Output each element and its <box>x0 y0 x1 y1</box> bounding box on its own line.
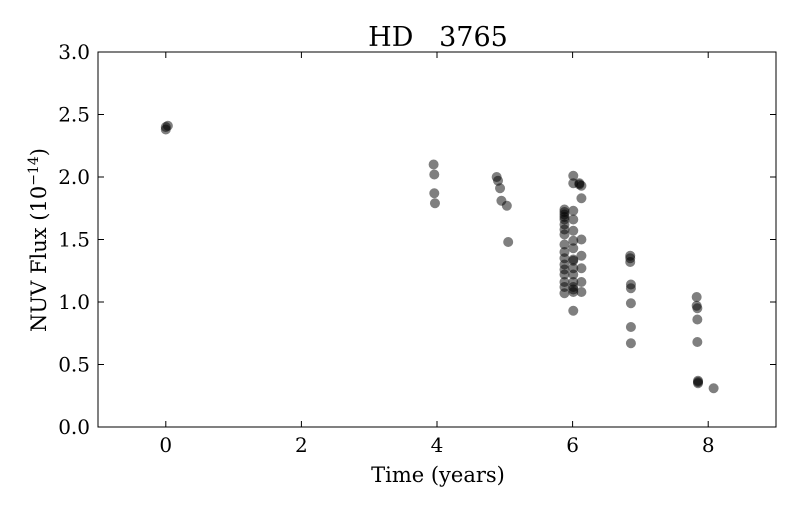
data-point <box>559 288 570 299</box>
data-point <box>693 377 704 387</box>
data-point <box>568 225 579 236</box>
data-point <box>576 250 587 261</box>
data-point <box>503 237 514 247</box>
y-tick-label: 2.5 <box>58 103 90 127</box>
y-tick-label: 2.0 <box>58 165 90 189</box>
y-axis-label: NUV Flux (10−14) <box>26 148 51 332</box>
data-point <box>559 269 570 280</box>
data-point <box>576 263 587 274</box>
data-point <box>576 287 587 297</box>
data-point <box>625 257 636 267</box>
data-point <box>708 383 719 394</box>
y-axis-label-main: NUV Flux (10 <box>27 186 51 332</box>
data-point <box>429 169 440 180</box>
x-tick-label: 6 <box>566 433 579 457</box>
data-point <box>568 269 579 280</box>
y-axis-label-exponent: −14 <box>26 156 42 186</box>
y-axis-label-close: ) <box>27 148 51 156</box>
data-point <box>625 298 636 309</box>
data-point <box>568 284 579 295</box>
x-tick-label: 0 <box>159 433 172 457</box>
data-point <box>625 283 636 294</box>
data-point <box>495 183 506 194</box>
data-point <box>568 235 579 246</box>
y-tick-label: 1.0 <box>58 290 90 314</box>
x-axis-label: Time (years) <box>371 463 505 487</box>
data-point <box>568 255 579 266</box>
data-point <box>568 205 579 216</box>
data-point <box>576 180 587 191</box>
data-point <box>692 314 703 325</box>
data-point <box>692 337 703 347</box>
x-tick-label: 8 <box>702 433 715 457</box>
data-point <box>429 188 440 199</box>
data-point <box>559 239 570 250</box>
data-point <box>568 170 579 181</box>
data-point <box>501 200 512 211</box>
x-tick-label: 2 <box>295 433 308 457</box>
data-point <box>568 214 579 225</box>
data-point <box>576 193 587 204</box>
y-axis: 0.0 0.5 1.0 1.5 2.0 2.5 3.0 <box>58 40 776 439</box>
data-point <box>429 198 440 209</box>
data-point <box>568 305 579 316</box>
data-point <box>576 277 587 287</box>
x-axis: 0 2 4 6 8 <box>159 52 715 457</box>
data-point <box>625 338 636 349</box>
x-tick-label: 4 <box>431 433 444 457</box>
data-point <box>428 159 439 170</box>
y-tick-label: 3.0 <box>58 40 90 64</box>
data-point <box>160 122 171 132</box>
data-point <box>691 292 702 302</box>
y-tick-label: 0.5 <box>58 353 90 377</box>
y-tick-label: 0.0 <box>58 415 90 439</box>
data-point <box>559 229 570 240</box>
y-tick-label: 1.5 <box>58 228 90 252</box>
chart-title: HD 3765 <box>368 22 508 53</box>
data-point <box>568 243 579 254</box>
data-point <box>692 303 703 314</box>
data-point <box>625 322 636 332</box>
data-points <box>160 120 719 394</box>
data-point <box>576 234 587 245</box>
data-point <box>493 175 504 186</box>
